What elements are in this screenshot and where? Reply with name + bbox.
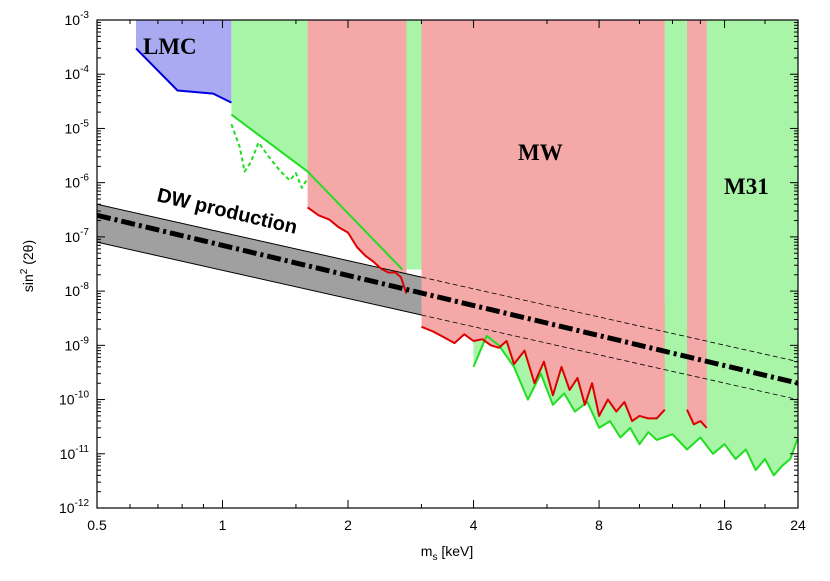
plot-frame <box>96 19 799 509</box>
mw-boundary-1 <box>307 206 408 294</box>
mw-region-3 <box>687 20 707 428</box>
x-tick-label: 16 <box>717 517 733 533</box>
y-tick-label: 10-8 <box>65 281 90 299</box>
y-tick-label-exponent: -11 <box>75 444 89 455</box>
y-tick-label-base: 10 <box>65 229 81 245</box>
x-tick-label: 0.5 <box>87 517 107 533</box>
y-tick-label-exponent: -3 <box>80 10 89 21</box>
mw-boundary-3 <box>686 409 708 429</box>
x-axis-label: ms [keV] <box>421 543 473 563</box>
x-tick-label: 2 <box>344 517 352 533</box>
mw-region-1 <box>307 20 407 294</box>
y-axis-label-argument: (2θ) <box>20 240 36 269</box>
excluded-regions <box>136 20 798 476</box>
dw-band-lower-edge-dashed <box>421 314 798 400</box>
dw-band <box>97 204 422 315</box>
y-tick-label: 10-4 <box>65 64 90 82</box>
y-tick-label: 10-5 <box>65 118 90 136</box>
m31-boundary-low-mass <box>230 113 404 271</box>
y-tick-label-base: 10 <box>65 12 81 28</box>
y-tick-label-base: 10 <box>60 446 76 462</box>
y-tick-label: 10-9 <box>65 335 90 353</box>
y-tick-label-exponent: -5 <box>80 118 89 129</box>
x-tick-labels: 0.5 1 2 4 8 16 24 <box>87 517 806 533</box>
x-tick-label: 1 <box>219 517 227 533</box>
x-tick-label: 24 <box>790 517 806 533</box>
lmc-label: LMC <box>143 34 197 59</box>
y-tick-label-base: 10 <box>65 120 81 136</box>
y-tick-label: 10-12 <box>59 498 89 516</box>
m31-boundary-high-mass <box>472 334 798 477</box>
y-tick-label-exponent: -6 <box>80 173 89 184</box>
x-tick-label: 4 <box>470 517 478 533</box>
y-tick-label: 10-6 <box>65 173 90 191</box>
dw-band-upper-edge <box>97 203 422 278</box>
y-tick-label-base: 10 <box>59 392 75 408</box>
y-tick-label-base: 10 <box>59 500 75 516</box>
y-tick-label-base: 10 <box>65 66 81 82</box>
y-tick-label-exponent: -9 <box>80 335 89 346</box>
x-axis-label-subscript: s <box>432 552 437 563</box>
y-tick-label: 10-10 <box>59 390 89 408</box>
m31-strip-11-13kev <box>664 20 687 412</box>
y-tick-label-exponent: -8 <box>80 281 89 292</box>
axis-ticks <box>96 19 799 509</box>
x-tick-label: 8 <box>595 517 603 533</box>
m31-region-above-14kev <box>706 20 798 438</box>
mw-region-2 <box>421 20 665 422</box>
plot-area <box>97 20 798 477</box>
mw-label: MW <box>518 140 563 165</box>
mw-boundary-2 <box>421 325 666 423</box>
m31-label: M31 <box>724 174 769 199</box>
m31-boundary-dashed <box>230 123 309 189</box>
y-tick-label-base: 10 <box>65 283 81 299</box>
y-axis-label-exponent: 2 <box>19 268 30 274</box>
y-tick-label-exponent: -12 <box>75 498 90 509</box>
y-tick-label-exponent: -4 <box>80 64 89 75</box>
x-axis-label-unit: [keV] <box>437 543 473 559</box>
y-tick-label: 10-7 <box>65 227 90 245</box>
lmc-boundary <box>135 47 232 104</box>
y-tick-label-base: 10 <box>65 175 81 191</box>
dw-band-lower-edge <box>97 241 422 316</box>
lmc-region <box>136 20 232 103</box>
dw-central-line <box>97 212 798 386</box>
y-tick-label: 10-3 <box>65 10 90 28</box>
boundary-lines <box>97 47 798 477</box>
y-tick-labels: 10-1210-1110-1010-910-810-710-610-510-41… <box>59 10 89 516</box>
y-tick-label-exponent: -10 <box>75 390 90 401</box>
y-tick-label-exponent: -7 <box>80 227 89 238</box>
dw-band-layer <box>97 203 798 400</box>
y-axis-label: sin2 (2θ) <box>19 240 36 292</box>
dw-band-upper-edge-dashed <box>421 276 798 363</box>
y-tick-label-base: 10 <box>65 337 81 353</box>
y-tick-label: 10-11 <box>60 444 90 462</box>
